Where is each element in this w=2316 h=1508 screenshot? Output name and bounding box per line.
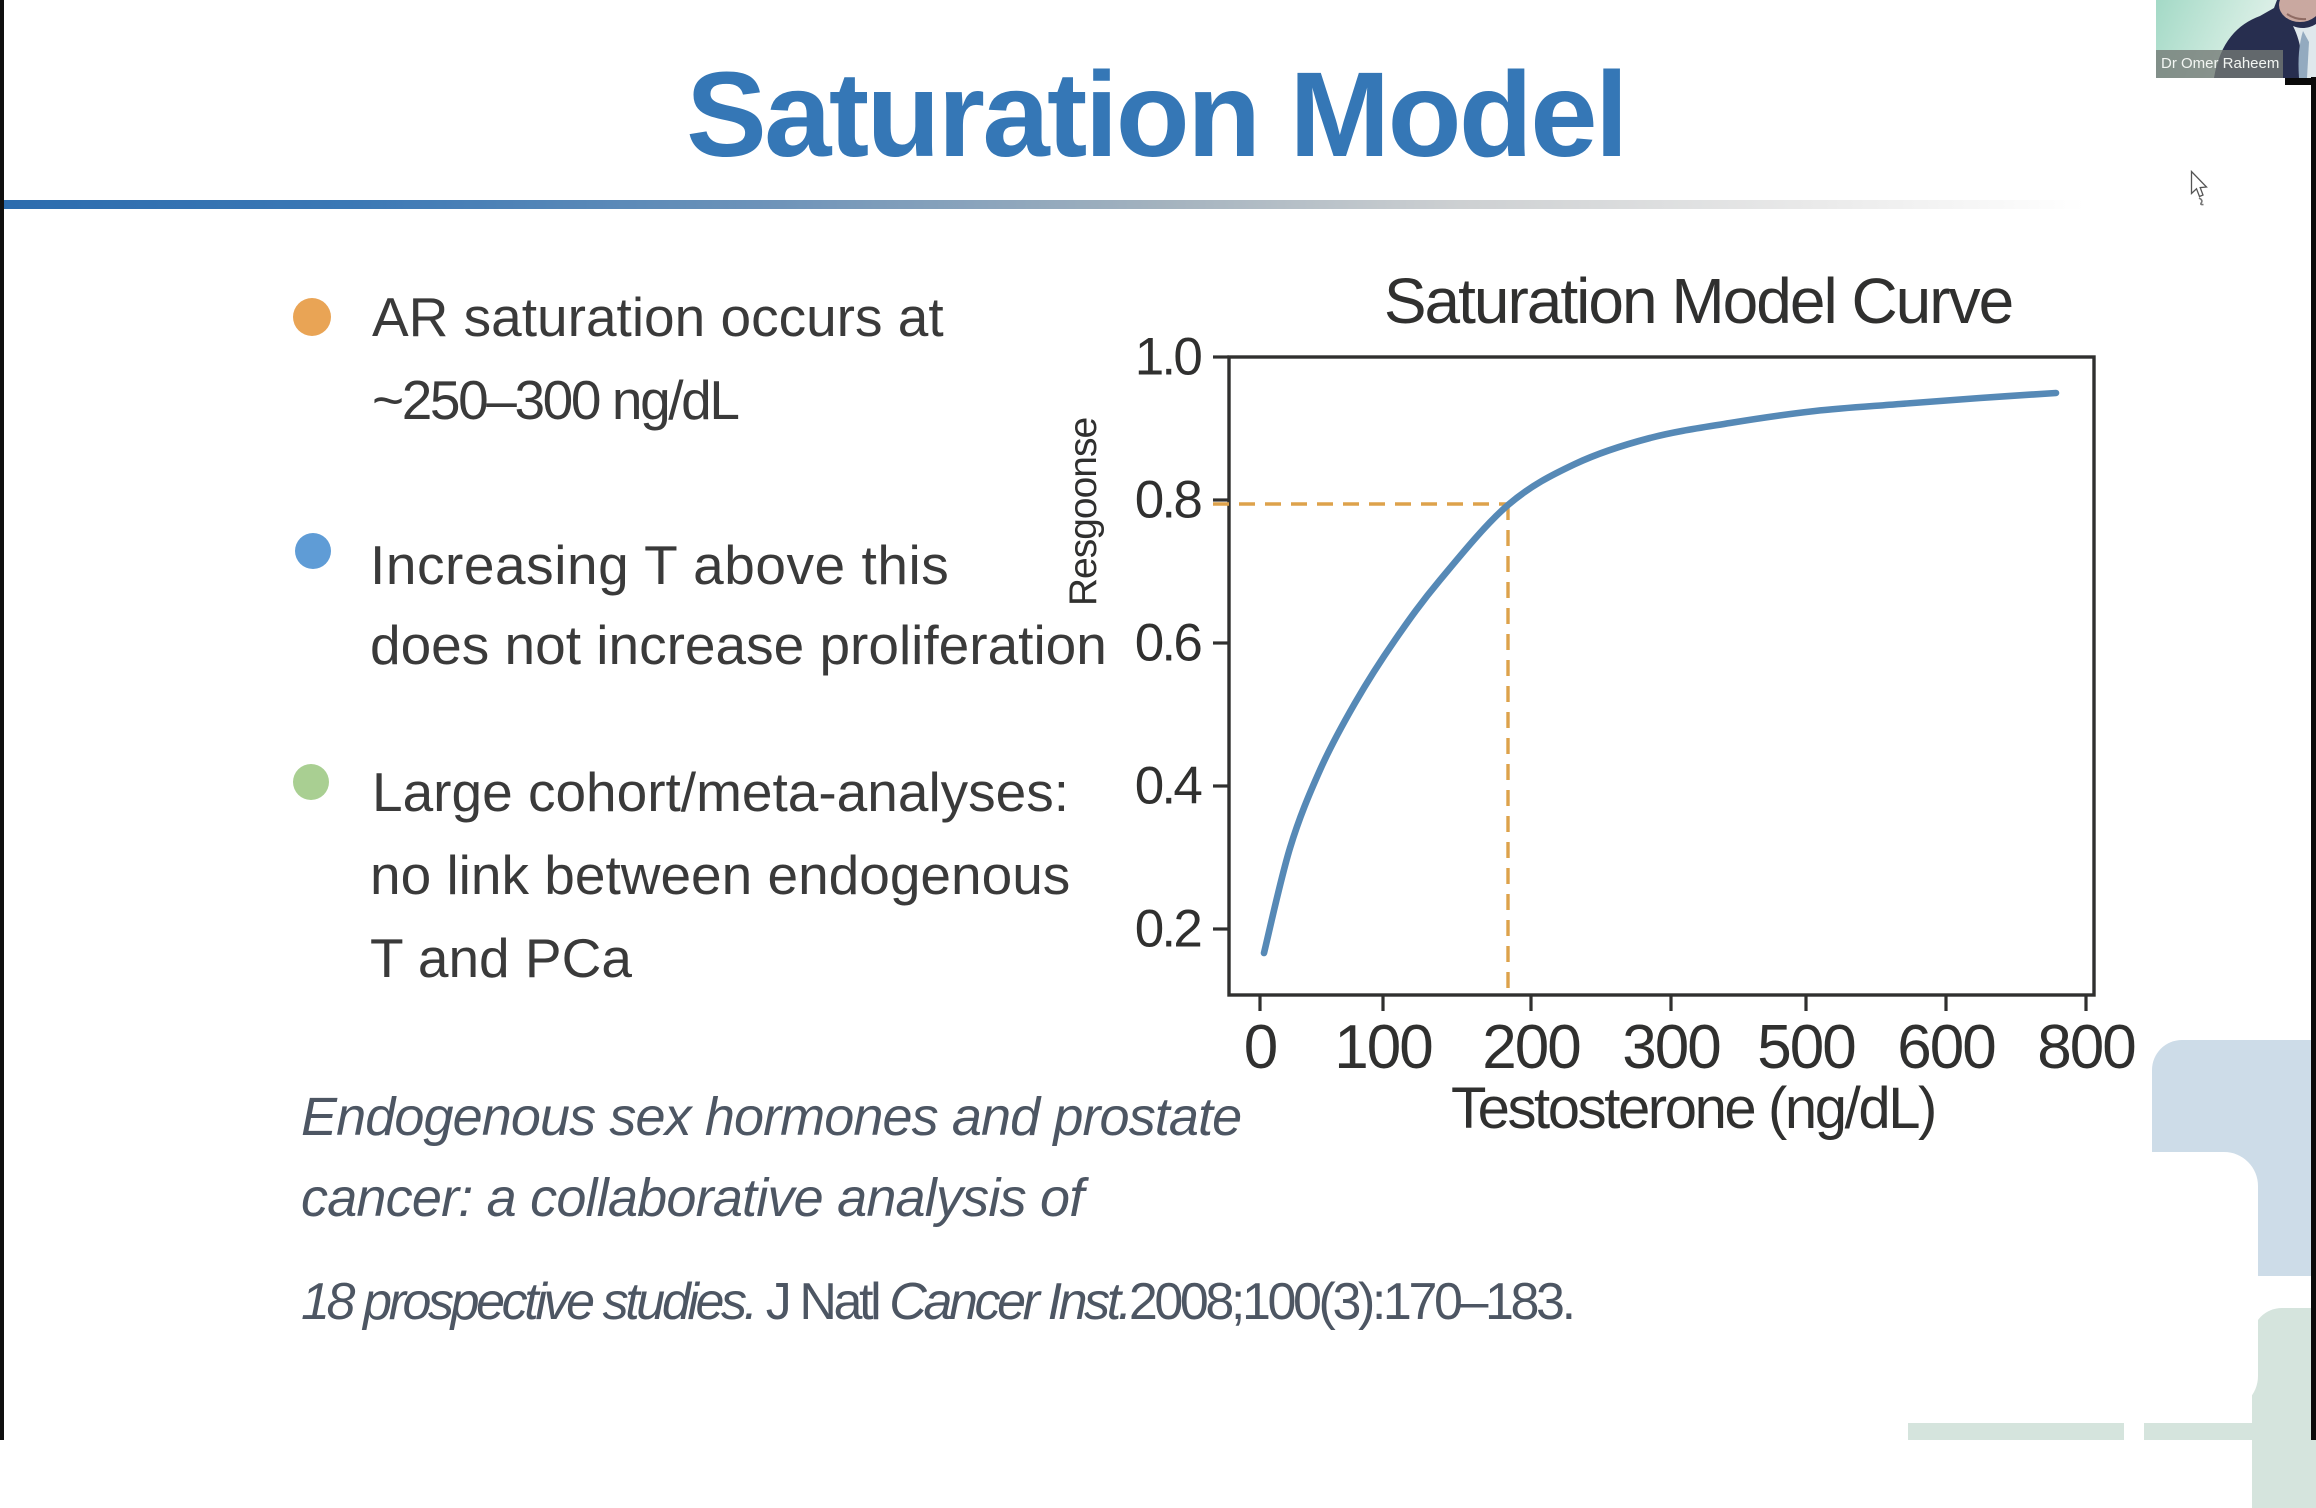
svg-text:1.0: 1.0: [1135, 328, 1202, 387]
svg-text:Resgoonse: Resgoonse: [1062, 418, 1105, 606]
svg-text:0.6: 0.6: [1135, 614, 1202, 673]
svg-text:500: 500: [1757, 1013, 1855, 1082]
svg-text:0: 0: [1244, 1013, 1277, 1082]
svg-text:100: 100: [1334, 1013, 1432, 1082]
svg-text:Testosterone (ng/dL): Testosterone (ng/dL): [1451, 1076, 1935, 1141]
svg-text:600: 600: [1897, 1013, 1995, 1082]
svg-text:0.4: 0.4: [1135, 757, 1202, 816]
svg-text:300: 300: [1622, 1013, 1720, 1082]
svg-text:0.2: 0.2: [1135, 900, 1201, 959]
svg-text:800: 800: [2037, 1013, 2135, 1082]
svg-text:200: 200: [1482, 1013, 1580, 1082]
svg-text:Saturation Model Curve: Saturation Model Curve: [1384, 265, 2012, 337]
svg-text:0.8: 0.8: [1135, 471, 1202, 530]
